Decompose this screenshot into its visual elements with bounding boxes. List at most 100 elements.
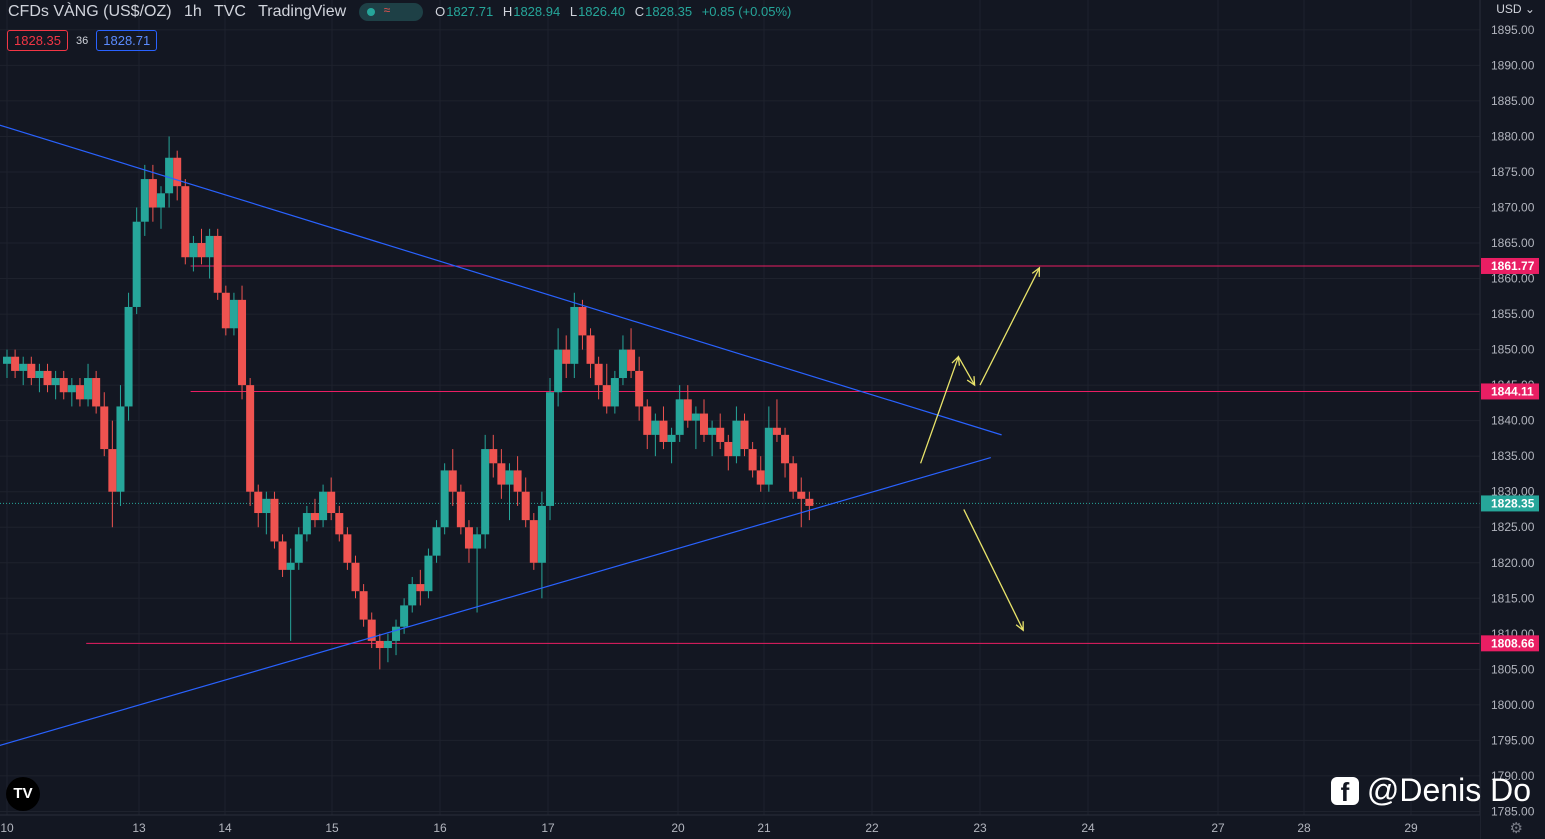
candle-body [537, 505, 546, 563]
candle-body [554, 349, 563, 393]
candle-body [351, 562, 360, 592]
candle-body [497, 463, 506, 485]
candle-body [375, 640, 384, 649]
candle-body [221, 292, 230, 329]
candle-body [229, 299, 238, 329]
time-tick-label: 13 [132, 821, 146, 835]
time-tick-label: 21 [757, 821, 771, 835]
price-tick-label: 1795.00 [1491, 733, 1535, 747]
candle-body [3, 356, 11, 364]
watermark: f @Denis Do [1330, 772, 1531, 809]
candle-body [246, 385, 255, 492]
price-tick-label: 1820.00 [1491, 556, 1535, 570]
candle-body [254, 491, 263, 514]
time-tick-label: 28 [1297, 821, 1311, 835]
price-tick-label: 1895.00 [1491, 23, 1535, 37]
source-label: TVC [213, 3, 246, 21]
scenario-arrows[interactable] [919, 266, 1041, 632]
candle-body [408, 584, 417, 606]
price-tick-label: 1835.00 [1491, 449, 1535, 463]
candle-body [489, 449, 498, 464]
interval-label[interactable]: 1h [184, 3, 202, 21]
price-tick-label: 1830.00 [1491, 485, 1535, 499]
time-axis-bg [0, 815, 1480, 839]
candle-body [521, 491, 530, 521]
chart-header: CFDs VÀNG (US$/OZ) 1h TVC TradingView ≈ … [8, 3, 805, 21]
symbol-title[interactable]: CFDs VÀNG (US$/OZ) [8, 3, 172, 21]
candle-body [75, 385, 84, 400]
price-tick-label: 1855.00 [1491, 307, 1535, 321]
candle-body [473, 534, 482, 549]
arrow-line [979, 267, 1040, 386]
trade-panel: 1828.35 36 1828.71 [7, 30, 158, 51]
price-tick-label: 1785.00 [1491, 804, 1535, 818]
time-axis[interactable]: 10 13 14 15 16 17 20 21 22 23 24 27 28 29 [0, 814, 1480, 839]
market-status-pill[interactable]: ≈ [358, 3, 423, 21]
current-price-tag [1481, 495, 1539, 512]
candle-body [529, 520, 538, 563]
buy-button[interactable]: 1828.71 [96, 30, 158, 51]
change-value: +0.85 (+0.05%) [701, 4, 792, 20]
candle-body [35, 370, 44, 379]
low-value: 1826.40 [578, 4, 626, 20]
candle-body [302, 513, 311, 535]
candle-body [124, 306, 133, 407]
candle-body [359, 591, 368, 620]
time-tick-label: 15 [325, 821, 339, 835]
candle-body [335, 513, 344, 535]
candle-body [805, 498, 814, 506]
candle-body [367, 619, 376, 641]
candle-body [294, 534, 303, 563]
price-axis[interactable]: 1785.001790.001795.001800.001805.001810.… [1479, 0, 1545, 839]
level-label: 1808.66 [1491, 636, 1535, 650]
platform-label: TradingView [258, 3, 347, 21]
time-tick-label: 29 [1404, 821, 1418, 835]
candle-body [708, 427, 717, 435]
time-tick-label: 23 [973, 821, 987, 835]
candle-body [651, 420, 660, 435]
candle-body [789, 463, 798, 492]
candle-body [570, 306, 579, 364]
price-tick-label: 1825.00 [1491, 520, 1535, 534]
candle-body [140, 179, 149, 222]
arrow-head [1015, 621, 1024, 632]
candle-body [448, 470, 457, 492]
current-price-label: 1828.35 [1491, 496, 1535, 510]
candle-body [683, 399, 692, 421]
arrow-head [966, 376, 976, 387]
candle-body [116, 406, 125, 492]
price-tick-label: 1890.00 [1491, 58, 1535, 72]
arrow-head [951, 355, 961, 366]
tradingview-logo[interactable]: TV [6, 777, 40, 811]
candle-body [772, 427, 781, 435]
candle-body [165, 157, 174, 194]
candle-body [562, 349, 571, 364]
candle-body [627, 349, 636, 371]
price-tick-label: 1805.00 [1491, 662, 1535, 676]
price-tick-label: 1815.00 [1491, 591, 1535, 605]
candle-body [51, 378, 60, 386]
trendlines[interactable] [0, 115, 1002, 751]
level-tag [1481, 383, 1539, 400]
candle-body [464, 527, 473, 549]
candle-body [11, 356, 20, 371]
price-tick-label: 1790.00 [1491, 769, 1535, 783]
candlestick-series [3, 136, 814, 670]
price-axis-bg [1480, 0, 1545, 839]
gear-icon[interactable]: ⚙ [1509, 820, 1523, 837]
price-tick-label: 1850.00 [1491, 343, 1535, 357]
candle-body [667, 434, 676, 442]
price-tick-label: 1885.00 [1491, 94, 1535, 108]
close-value: 1828.35 [645, 4, 693, 20]
horizontal-levels[interactable] [0, 265, 1480, 644]
sell-button[interactable]: 1828.35 [7, 30, 68, 51]
candle-body [594, 363, 603, 386]
candle-body [764, 427, 773, 485]
currency-dropdown[interactable]: USD ⌄ [1496, 2, 1535, 16]
candle-body [691, 413, 700, 421]
compare-icon: ≈ [383, 3, 391, 17]
candle-body [238, 299, 247, 386]
arrow-line [919, 356, 960, 464]
candle-body [740, 420, 749, 450]
